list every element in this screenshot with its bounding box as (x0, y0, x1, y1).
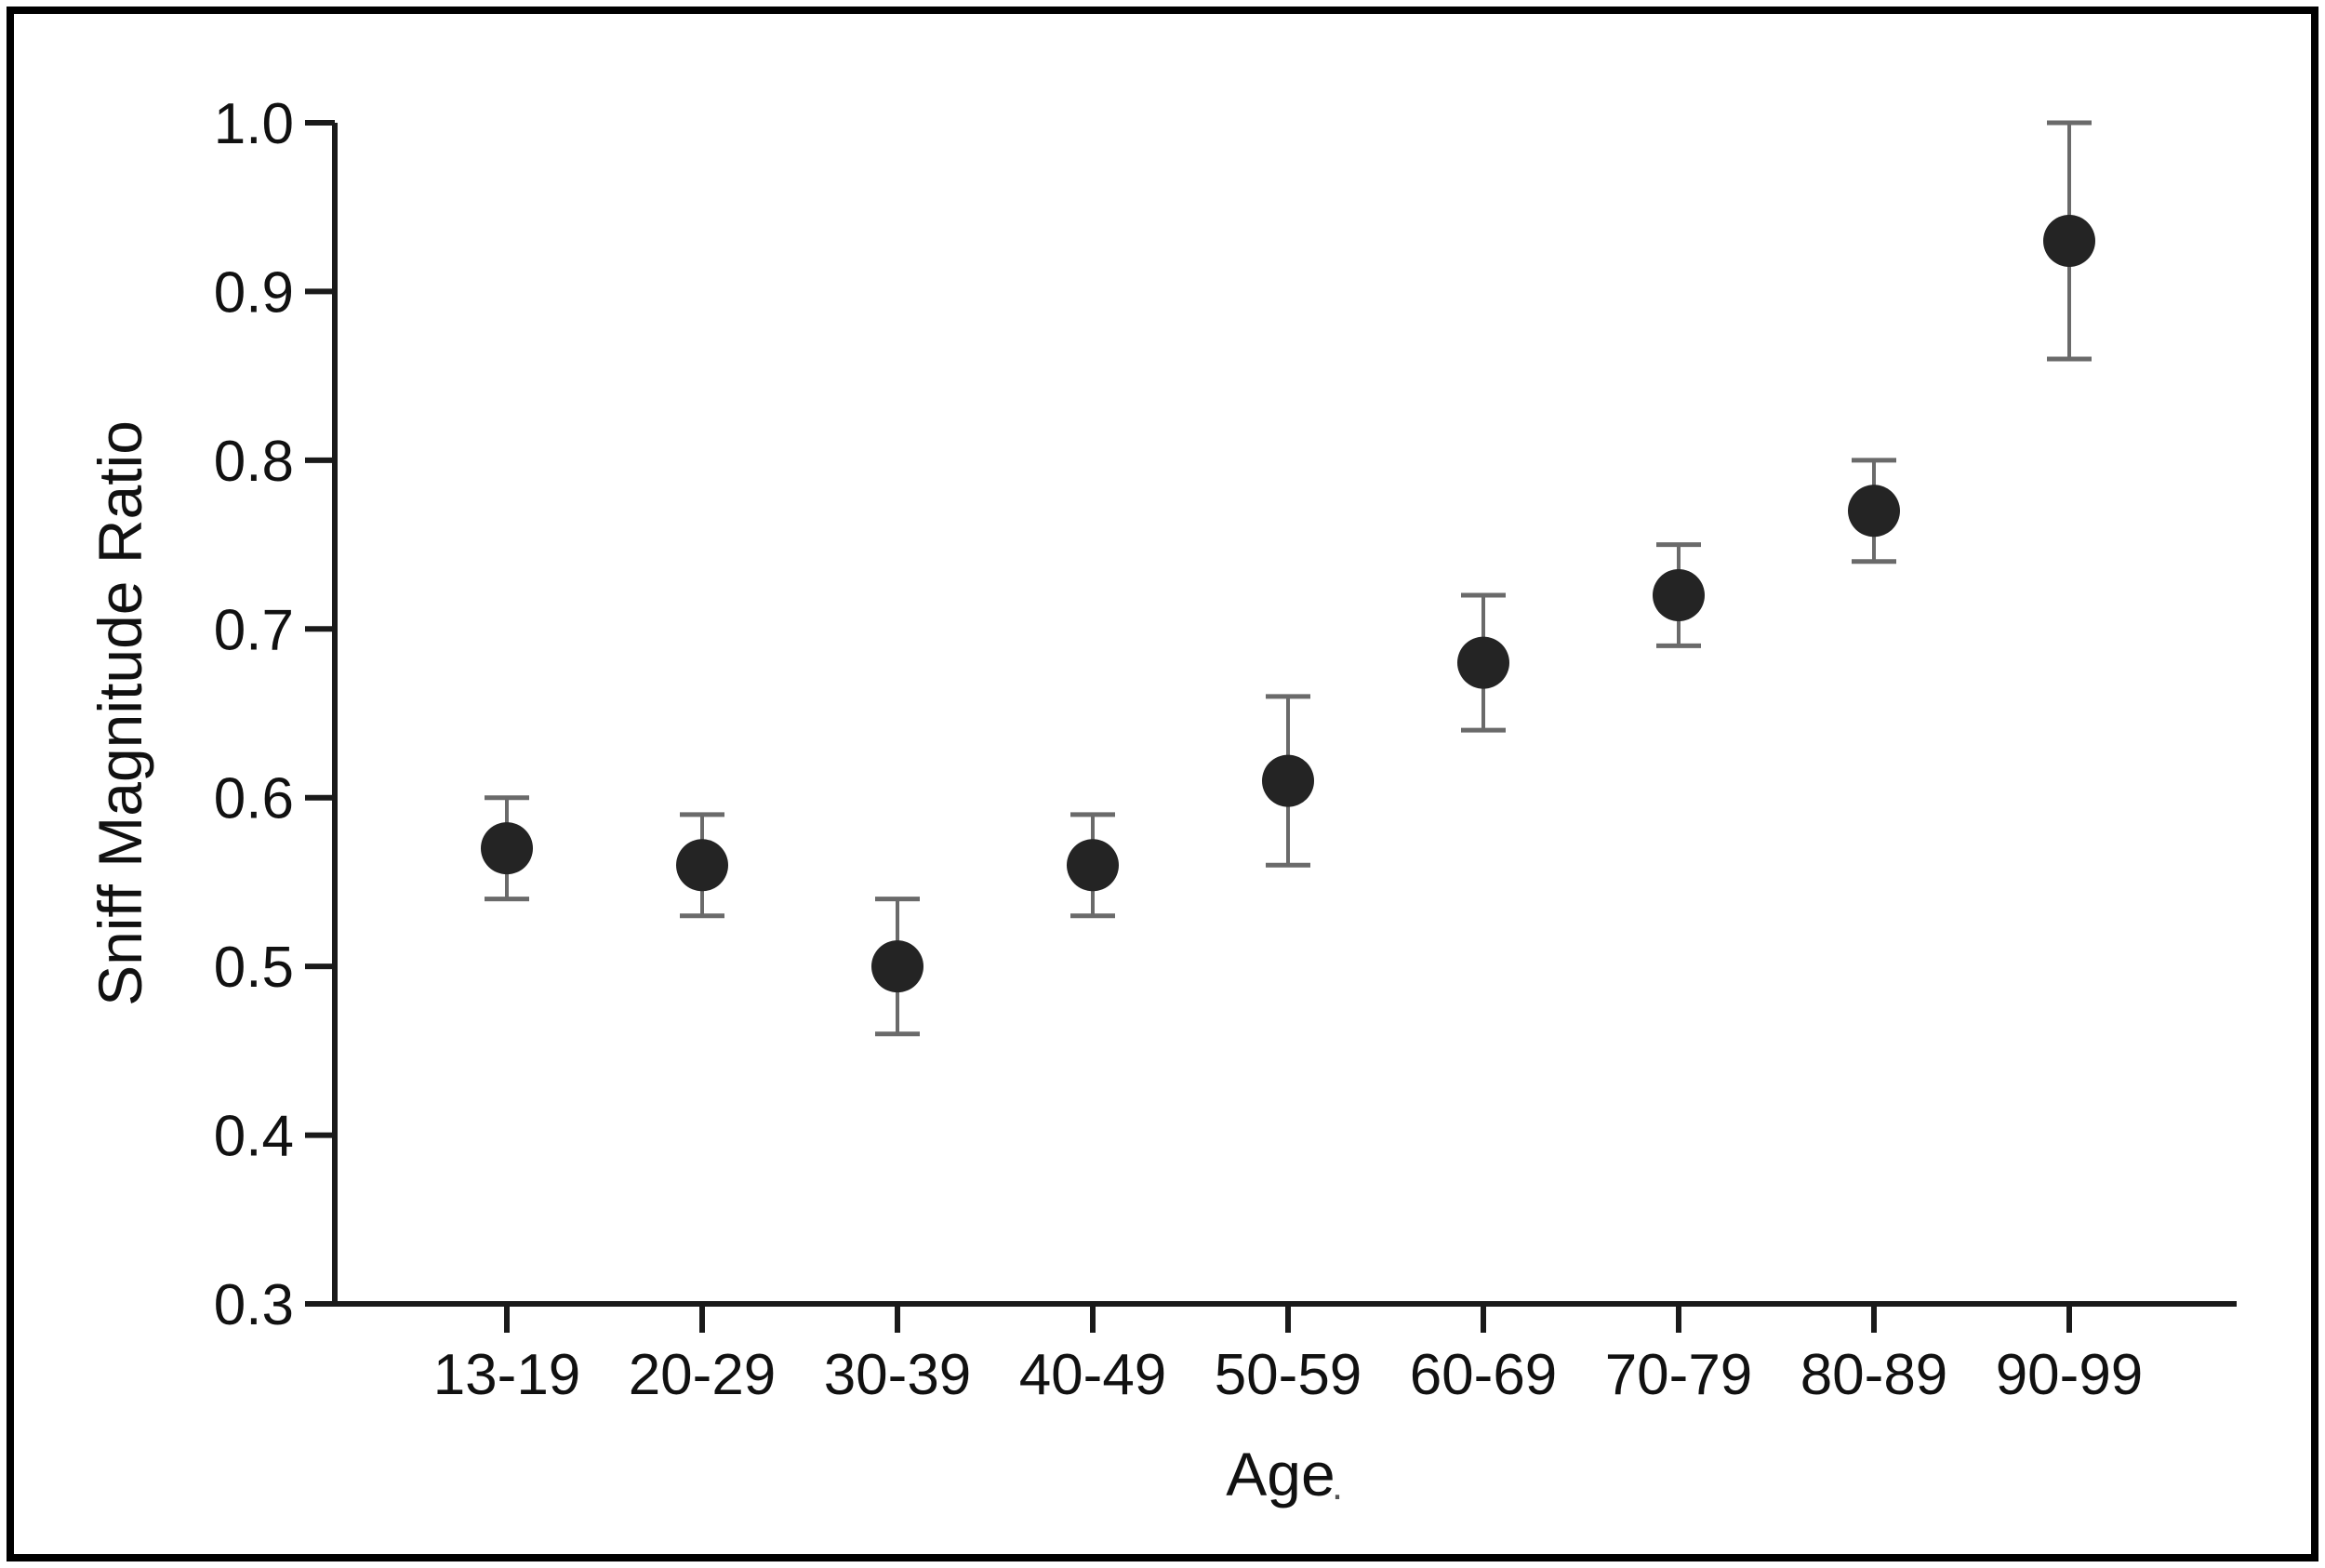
data-point-marker (676, 839, 728, 892)
y-tick-label: 0.3 (214, 1273, 294, 1337)
y-tick-label: 1.0 (214, 92, 294, 156)
data-point-marker (1653, 569, 1705, 621)
data-point-marker (1262, 754, 1314, 807)
plot-area: 1.0 0.9 0.8 0.7 0.6 0.5 0.4 0.3 13-19 20-29 30-39 4… (214, 92, 2237, 1407)
data-point-marker (2043, 215, 2095, 267)
y-tick-label: 0.8 (214, 430, 294, 494)
x-axis-title-artifact-dot: . (1332, 1463, 1343, 1508)
x-tick-label: 20-29 (629, 1343, 777, 1407)
x-tick-label: 90-99 (1996, 1343, 2144, 1407)
x-tick-label: 13-19 (433, 1343, 581, 1407)
y-tick-label: 0.5 (214, 936, 294, 1000)
x-tick-label: 50-59 (1215, 1343, 1362, 1407)
figure-border (7, 7, 2318, 1561)
data-point-marker (1457, 636, 1509, 689)
data-point-marker (1848, 485, 1900, 538)
data-point-marker (1067, 839, 1119, 892)
x-tick-label: 40-49 (1019, 1343, 1167, 1407)
x-tick-label: 30-39 (824, 1343, 972, 1407)
y-tick-label: 0.4 (214, 1105, 294, 1169)
x-tick-label: 60-69 (1410, 1343, 1558, 1407)
data-point-marker (481, 822, 533, 875)
x-axis-title: Age (1226, 1440, 1335, 1508)
y-tick-label: 0.9 (214, 260, 294, 325)
x-tick-label: 80-89 (1800, 1343, 1948, 1407)
y-axis-title: Sniff Magnitude Ratio (86, 420, 154, 1006)
x-tick-label: 70-79 (1605, 1343, 1753, 1407)
y-tick-label: 0.6 (214, 767, 294, 831)
y-tick-label: 0.7 (214, 598, 294, 662)
data-point-marker (871, 940, 923, 993)
